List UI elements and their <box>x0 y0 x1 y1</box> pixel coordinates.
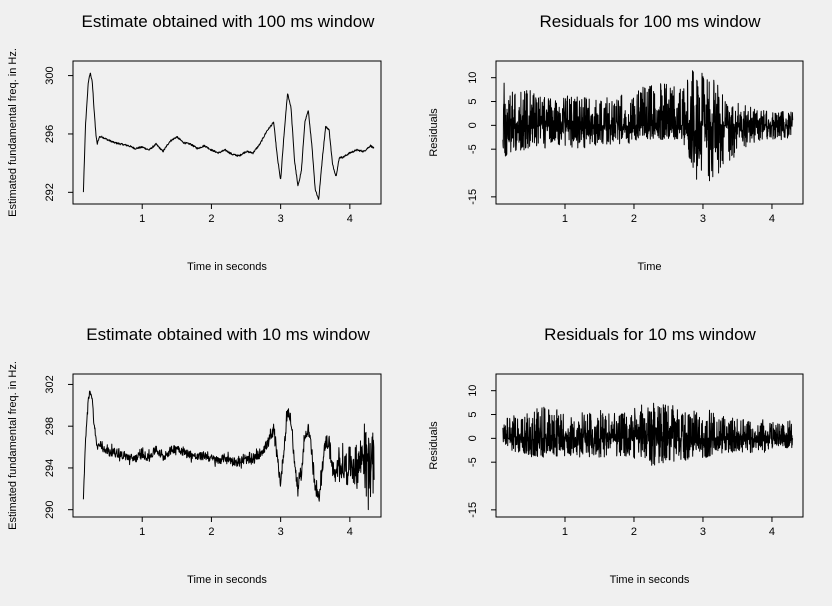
chart-title-2: Residuals for 100 ms window <box>539 12 761 31</box>
series-line-1-1 <box>82 72 375 200</box>
x-tick-label: 1 <box>562 526 568 538</box>
x-tick-label: 4 <box>769 213 775 225</box>
x-tick-label: 2 <box>208 526 214 538</box>
x-tick-label: 2 <box>208 213 214 225</box>
y-tick-label: 296 <box>44 125 56 143</box>
plot-frame-4 <box>495 373 804 518</box>
chart-title-4: Residuals for 10 ms window <box>544 325 756 344</box>
y-tick-label: 10 <box>467 72 479 84</box>
chart-title-1: Estimate obtained with 100 ms window <box>82 12 376 31</box>
x-tick-label: 3 <box>278 526 284 538</box>
x-tick-label: 1 <box>562 213 568 225</box>
y-tick-label: -5 <box>467 457 479 467</box>
y-axis-label-4: Residuals <box>428 421 440 470</box>
x-axis-label-4: Time in seconds <box>610 574 690 586</box>
y-tick-label: -15 <box>467 189 479 205</box>
x-axis-label-1: Time in seconds <box>187 261 267 273</box>
y-axis-label-3: Estimated fundamental freq. in Hz. <box>7 361 19 530</box>
series-line-3-1 <box>82 390 375 511</box>
y-tick-label: 300 <box>44 66 56 84</box>
x-tick-label: 3 <box>700 213 706 225</box>
x-tick-label: 1 <box>139 213 145 225</box>
x-axis-label-2: Time <box>637 261 661 273</box>
y-tick-label: 292 <box>44 183 56 201</box>
y-tick-label: 5 <box>467 411 479 417</box>
y-tick-label: 10 <box>467 385 479 397</box>
series-line-2-1 <box>502 70 794 182</box>
y-tick-label: 5 <box>467 98 479 104</box>
y-tick-label: 290 <box>44 501 56 519</box>
x-tick-label: 4 <box>769 526 775 538</box>
plot-frame-3 <box>72 373 382 518</box>
y-tick-label: 298 <box>44 417 56 435</box>
plot-frame-1 <box>72 60 382 205</box>
x-axis-label-3: Time in seconds <box>187 574 267 586</box>
x-tick-label: 3 <box>700 526 706 538</box>
y-tick-label: -5 <box>467 144 479 154</box>
y-tick-label: -15 <box>467 502 479 518</box>
y-axis-label-2: Residuals <box>428 108 440 157</box>
y-tick-label: 294 <box>44 459 56 477</box>
y-tick-label: 302 <box>44 375 56 393</box>
plot-frame-2 <box>495 60 804 205</box>
y-tick-label: 0 <box>467 435 479 441</box>
x-tick-label: 2 <box>631 213 637 225</box>
x-tick-label: 4 <box>347 213 353 225</box>
y-axis-label-1: Estimated fundamental freq. in Hz. <box>7 48 19 217</box>
series-line-4-1 <box>502 402 794 466</box>
y-tick-label: 0 <box>467 122 479 128</box>
x-tick-label: 2 <box>631 526 637 538</box>
x-tick-label: 3 <box>278 213 284 225</box>
x-tick-label: 4 <box>347 526 353 538</box>
x-tick-label: 1 <box>139 526 145 538</box>
chart-title-3: Estimate obtained with 10 ms window <box>86 325 370 344</box>
